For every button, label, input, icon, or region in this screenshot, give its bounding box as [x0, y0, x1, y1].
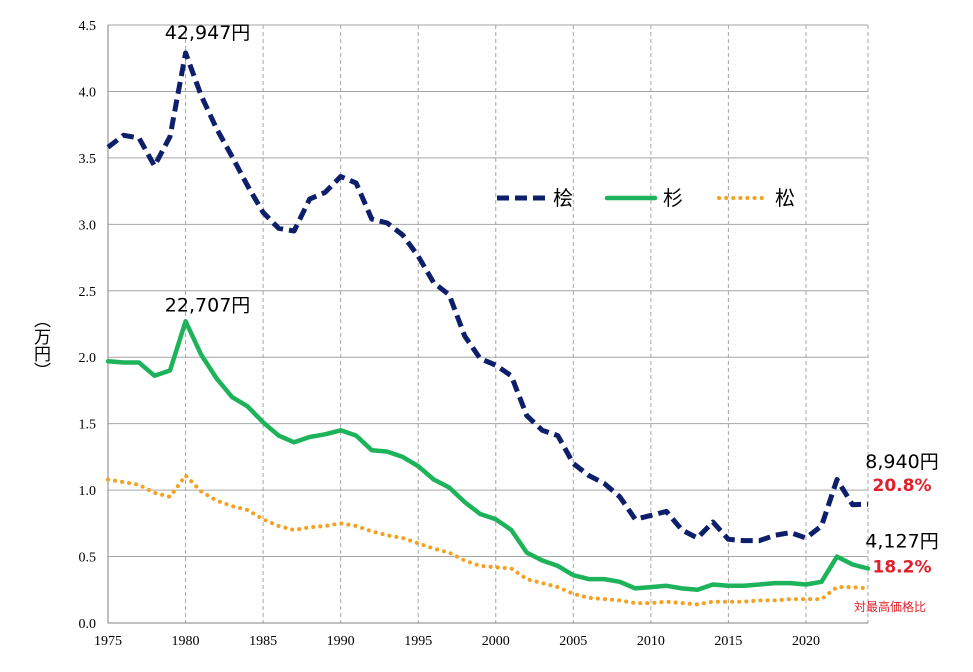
- legend-item-松: 松: [717, 186, 795, 210]
- x-tick-label: 2020: [792, 634, 820, 649]
- legend-item-杉: 杉: [604, 186, 683, 210]
- grid: [108, 24, 869, 623]
- y-tick-label: 1.0: [79, 484, 97, 499]
- series-line-桧: [106, 50, 869, 544]
- x-tick-label: 1975: [94, 634, 122, 649]
- y-tick-label: 3.0: [79, 218, 97, 233]
- x-tick-label: 2010: [637, 634, 665, 649]
- legend: 桧杉松: [497, 186, 795, 210]
- annotation-sugi-ratio: 18.2%: [873, 558, 932, 578]
- annotations: 42,947円 22,707円 8,940円 20.8% 4,127円 18.2% 対最高価…: [165, 22, 939, 614]
- series-line-松: [106, 473, 870, 607]
- y-tick-label: 0.0: [79, 617, 97, 632]
- x-tick-label: 1990: [327, 634, 355, 649]
- annotation-sugi-latest: 4,127円: [865, 531, 938, 553]
- annotation-ratio-note: 対最高価格比: [854, 599, 926, 614]
- y-axis-label: （万円）: [30, 311, 51, 379]
- y-tick-label: 2.0: [79, 351, 97, 366]
- axes: 0.0 0.5 1.0 1.5 2.0 2.5 3.0 3.5 4.0 4.5 1975 1980 19…: [79, 19, 868, 649]
- legend-item-桧: 桧: [497, 186, 573, 210]
- legend-label: 杉: [663, 186, 683, 210]
- annotation-sugi-peak: 22,707円: [165, 294, 250, 316]
- annotation-hinoki-peak: 42,947円: [165, 22, 250, 44]
- x-tick-label: 1980: [172, 634, 200, 649]
- annotation-hinoki-ratio: 20.8%: [873, 476, 932, 496]
- y-tick-label: 0.5: [79, 551, 97, 566]
- y-tick-label: 3.5: [79, 152, 97, 167]
- x-tick-label: 2000: [482, 634, 510, 649]
- x-tick-label: 2015: [714, 634, 742, 649]
- annotation-hinoki-latest: 8,940円: [865, 451, 938, 473]
- x-tick-label: 1995: [404, 634, 432, 649]
- legend-label: 桧: [553, 186, 573, 210]
- series-lines: [105, 50, 871, 607]
- y-tick-label: 2.5: [79, 285, 97, 300]
- y-tick-label: 4.5: [79, 19, 97, 34]
- legend-label: 松: [775, 186, 795, 210]
- series-line-杉: [105, 319, 871, 593]
- y-tick-label: 4.0: [79, 85, 97, 100]
- y-tick-label: 1.5: [79, 418, 97, 433]
- x-tick-label: 2005: [559, 634, 587, 649]
- x-tick-label: 1985: [249, 634, 277, 649]
